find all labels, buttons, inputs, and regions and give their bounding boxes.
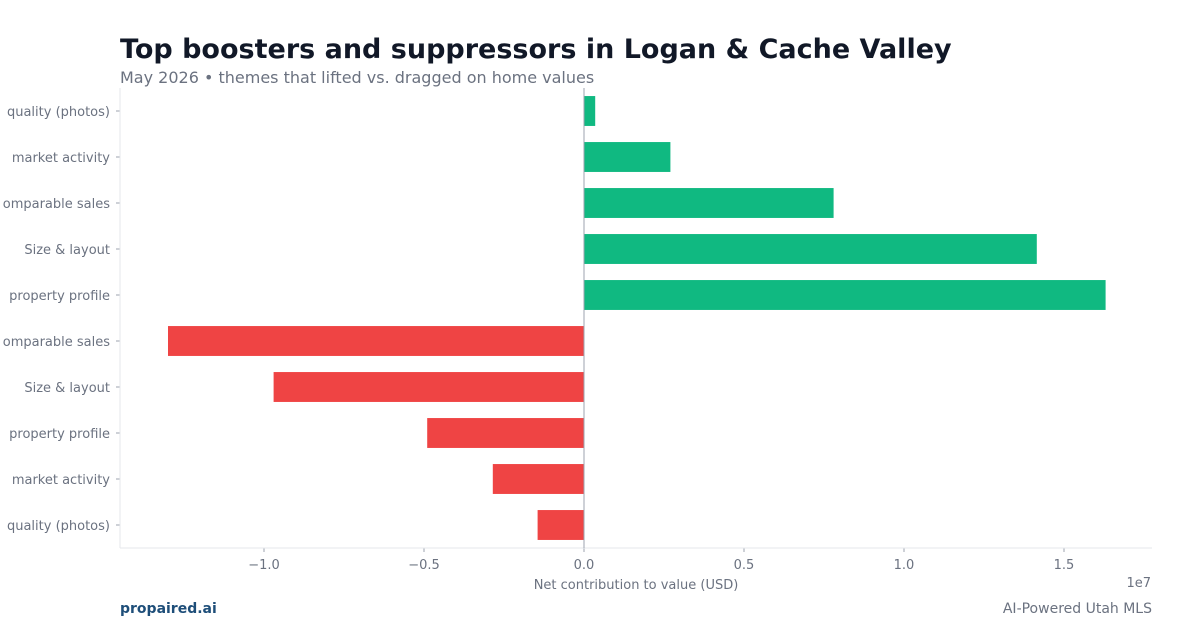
y-tick-label: Size & layout [24,243,110,258]
y-tick-label: property profile [9,289,110,304]
y-tick-label: omparable sales [3,197,110,212]
bar[interactable] [492,464,584,494]
bar[interactable] [537,510,584,540]
x-tick-label: 1.0 [894,558,915,573]
bar[interactable] [273,372,584,402]
x-axis-offset-label: 1e7 [1126,576,1151,591]
tagline: AI-Powered Utah MLS [1002,601,1152,617]
y-tick-label: quality (photos) [7,105,110,120]
bar[interactable] [584,96,596,126]
y-tick-label: Size & layout [24,381,110,396]
x-tick-label: −0.5 [408,558,440,573]
y-tick-label: market activity [12,473,110,488]
y-tick-label: market activity [12,151,110,166]
bar[interactable] [584,234,1037,264]
bar[interactable] [584,280,1106,310]
bar[interactable] [584,142,671,172]
y-tick-label: property profile [9,427,110,442]
chart-subtitle: May 2026 • themes that lifted vs. dragge… [120,68,595,87]
brand-logo-text[interactable]: propaired.ai [120,601,217,617]
y-tick-label: quality (photos) [7,519,110,534]
x-tick-label: 0.0 [574,558,595,573]
bar[interactable] [427,418,584,448]
x-tick-label: −1.0 [248,558,280,573]
bar[interactable] [584,188,834,218]
x-tick-label: 1.5 [1054,558,1075,573]
bar[interactable] [168,326,584,356]
y-tick-label: omparable sales [3,335,110,350]
x-axis-label: Net contribution to value (USD) [534,578,739,593]
x-tick-label: 0.5 [734,558,755,573]
chart-title: Top boosters and suppressors in Logan & … [120,34,952,65]
